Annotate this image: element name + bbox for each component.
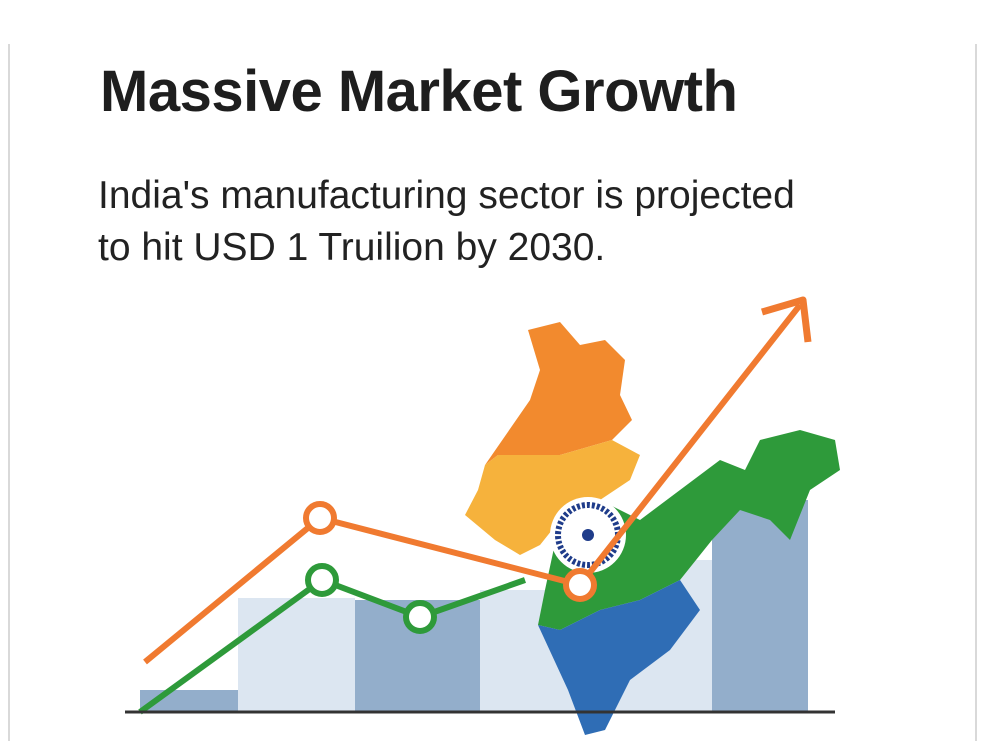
orange-point (303, 501, 337, 535)
map-saffron (485, 322, 632, 465)
subtitle: India's manufacturing sector is projecte… (98, 170, 795, 274)
green-point (403, 600, 437, 634)
green-trend (138, 576, 526, 715)
subtitle-line: to hit USD 1 Truilion by 2030. (98, 226, 606, 269)
green-point (305, 563, 339, 597)
arrow-head (761, 296, 812, 343)
subtitle-line: India's manufacturing sector is projecte… (98, 174, 795, 217)
orange-point (563, 568, 597, 602)
bar-shape (238, 598, 355, 712)
title: Massive Market Growth (100, 59, 738, 124)
map-yellow (465, 440, 640, 555)
bar-shape (712, 500, 808, 712)
chakra-hub (582, 529, 594, 541)
slide-frame (8, 44, 977, 741)
map-blue (538, 580, 700, 735)
map-green (538, 430, 840, 630)
orange-trend (143, 303, 803, 665)
